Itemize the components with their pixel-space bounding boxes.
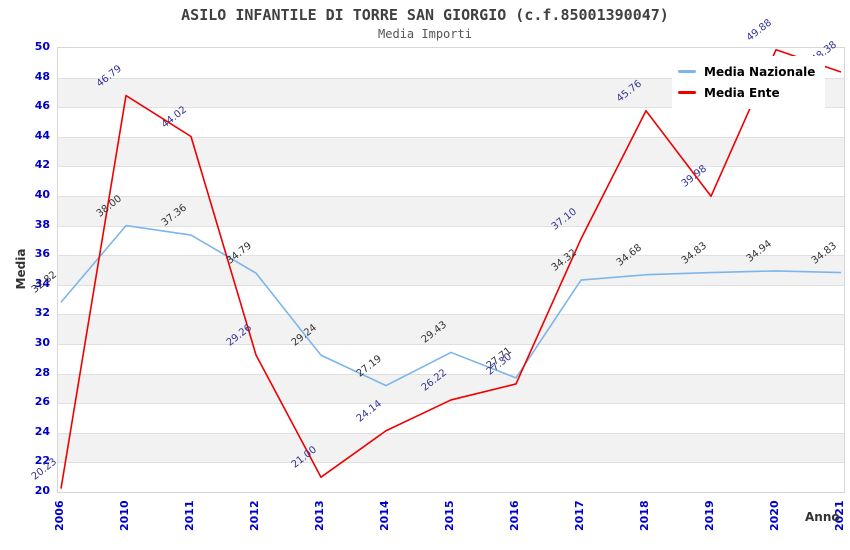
plot-band bbox=[58, 373, 844, 404]
gridline bbox=[58, 462, 844, 464]
gridline bbox=[58, 403, 844, 405]
y-tick-label: 46 bbox=[34, 99, 50, 113]
y-tick-label: 50 bbox=[34, 40, 50, 53]
legend-item-media-nazionale[interactable]: Media Nazionale bbox=[678, 61, 815, 82]
x-tick-label: 2015 bbox=[443, 500, 456, 531]
plot-band bbox=[58, 462, 844, 492]
legend: Media Nazionale Media Ente bbox=[672, 56, 826, 109]
x-tick-label: 2010 bbox=[118, 500, 131, 531]
point-label: 32.82 bbox=[29, 269, 59, 296]
y-tick-label: 38 bbox=[34, 217, 50, 231]
x-tick-label: 2012 bbox=[248, 500, 261, 531]
y-tick-label: 26 bbox=[34, 395, 50, 409]
gridline bbox=[58, 373, 844, 375]
plot-band bbox=[58, 166, 844, 196]
x-tick-label: 2016 bbox=[508, 500, 521, 531]
gridline bbox=[58, 284, 844, 286]
plot-band bbox=[58, 432, 844, 463]
y-tick-label: 36 bbox=[34, 247, 50, 261]
x-tick-label: 2017 bbox=[573, 500, 586, 531]
plot-band bbox=[58, 403, 844, 433]
plot-band bbox=[58, 314, 844, 344]
gridline bbox=[58, 225, 844, 227]
x-tick-label: 2006 bbox=[53, 500, 66, 531]
plot-band bbox=[58, 226, 844, 256]
chart-subtitle: Media Importi bbox=[378, 27, 472, 41]
legend-label: Media Ente bbox=[704, 85, 780, 100]
gridline bbox=[58, 432, 844, 434]
y-tick-label: 34 bbox=[34, 276, 50, 290]
gridline bbox=[58, 314, 844, 316]
plot-band bbox=[58, 285, 844, 315]
y-tick-label: 22 bbox=[34, 454, 50, 468]
plot-band bbox=[58, 344, 844, 374]
x-axis-title: Anno bbox=[805, 510, 840, 524]
y-axis-title: Media bbox=[14, 248, 28, 290]
y-tick-label: 20 bbox=[34, 484, 50, 497]
x-tick-label: 2013 bbox=[313, 500, 326, 531]
y-tick-label: 30 bbox=[34, 336, 50, 349]
gridline bbox=[58, 166, 844, 168]
x-tick-label: 2018 bbox=[638, 500, 651, 531]
y-tick-label: 44 bbox=[34, 128, 50, 142]
gridline bbox=[58, 196, 844, 197]
gridline bbox=[58, 255, 844, 257]
x-tick-label: 2020 bbox=[768, 500, 781, 531]
y-tick-label: 28 bbox=[34, 365, 50, 379]
chart-title: ASILO INFANTILE DI TORRE SAN GIORGIO (c.… bbox=[181, 6, 669, 24]
x-tick-label: 2019 bbox=[703, 500, 716, 531]
y-tick-label: 40 bbox=[34, 188, 50, 201]
x-tick-label: 2014 bbox=[378, 500, 391, 531]
media-ente-line-swatch-icon bbox=[678, 91, 696, 94]
gridline bbox=[58, 344, 844, 345]
x-tick-label: 2011 bbox=[183, 500, 196, 531]
legend-label: Media Nazionale bbox=[704, 64, 816, 79]
y-tick-label: 42 bbox=[34, 158, 50, 172]
gridline bbox=[58, 136, 844, 138]
plot-band bbox=[58, 255, 844, 285]
plot-band bbox=[58, 136, 844, 167]
media-nazionale-line-swatch-icon bbox=[678, 70, 696, 73]
y-tick-label: 32 bbox=[34, 306, 50, 320]
y-tick-label: 48 bbox=[34, 69, 50, 83]
y-tick-label: 24 bbox=[34, 424, 50, 438]
legend-item-media-ente[interactable]: Media Ente bbox=[678, 82, 815, 103]
